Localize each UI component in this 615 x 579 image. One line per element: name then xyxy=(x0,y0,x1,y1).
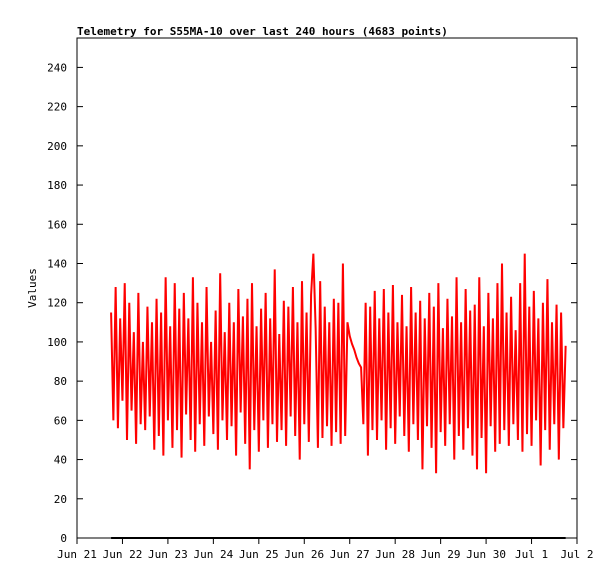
y-tick-label: 180 xyxy=(47,179,67,192)
y-tick-label: 40 xyxy=(54,454,67,467)
y-tick-label: 0 xyxy=(60,532,67,545)
y-tick-label: 140 xyxy=(47,257,67,270)
x-tick-label: Jun 27 xyxy=(330,548,370,561)
y-tick-label: 160 xyxy=(47,218,67,231)
y-tick-label: 200 xyxy=(47,140,67,153)
x-tick-label: Jun 25 xyxy=(239,548,279,561)
y-axis-label: Values xyxy=(26,268,39,308)
x-tick-label: Jun 21 xyxy=(57,548,97,561)
data-line xyxy=(110,253,567,474)
y-tick-label: 220 xyxy=(47,101,67,114)
y-tick-label: 60 xyxy=(54,414,67,427)
x-tick-label: Jun 22 xyxy=(103,548,143,561)
x-tick-label: Jul 2 xyxy=(560,548,593,561)
x-tick-label: Jun 24 xyxy=(193,548,233,561)
y-tick-label: 100 xyxy=(47,336,67,349)
x-tick-label: Jun 28 xyxy=(375,548,415,561)
x-tick-label: Jul 1 xyxy=(515,548,548,561)
y-tick-label: 120 xyxy=(47,297,67,310)
x-tick-label: Jun 26 xyxy=(284,548,324,561)
x-tick-label: Jun 30 xyxy=(466,548,506,561)
x-tick-label: Jun 29 xyxy=(421,548,461,561)
y-tick-label: 240 xyxy=(47,61,67,74)
y-tick-label: 80 xyxy=(54,375,67,388)
y-tick-label: 20 xyxy=(54,493,67,506)
chart-title: Telemetry for S55MA-10 over last 240 hou… xyxy=(77,25,448,38)
x-tick-label: Jun 23 xyxy=(148,548,188,561)
